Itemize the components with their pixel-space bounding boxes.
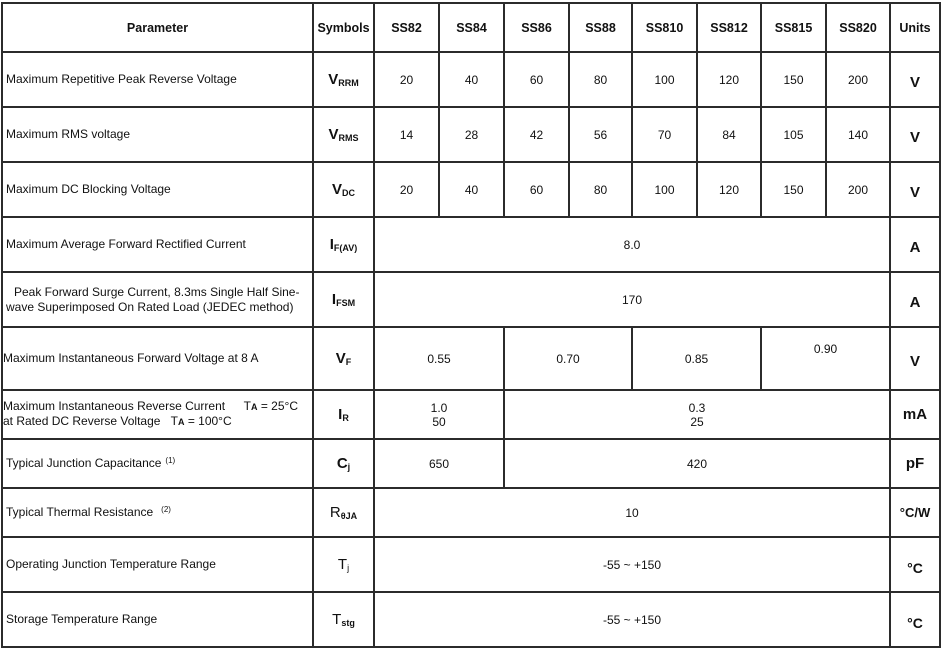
symbol: VRRM xyxy=(312,51,375,108)
value: 0.70 xyxy=(503,326,633,391)
value: 28 xyxy=(438,106,505,163)
header-parameter: Parameter xyxy=(1,2,314,53)
value: 120 xyxy=(696,161,762,218)
symbol: IR xyxy=(312,389,375,440)
symbol: IF(AV) xyxy=(312,216,375,273)
header-model: SS84 xyxy=(438,2,505,53)
value: 8.0 xyxy=(373,216,891,273)
parameter: Typical Thermal Resistance (2) xyxy=(1,487,314,538)
table-row: Maximum RMS voltage VRMS 14 28 42 56 70 … xyxy=(1,106,941,163)
symbol: Cj xyxy=(312,438,375,489)
table-row: Peak Forward Surge Current, 8.3ms Single… xyxy=(1,271,941,328)
symbol: Tstg xyxy=(312,591,375,648)
parameter: Storage Temperature Range xyxy=(1,591,314,648)
value: -55 ~ +150 xyxy=(373,591,891,648)
value: 200 xyxy=(825,51,891,108)
value-group: 1.0 50 xyxy=(373,389,505,440)
table-row: Typical Thermal Resistance (2) RθJA 10 °C… xyxy=(1,487,941,538)
unit: A xyxy=(889,216,941,273)
parameter: Maximum RMS voltage xyxy=(1,106,314,163)
header-model: SS86 xyxy=(503,2,570,53)
header-model: SS810 xyxy=(631,2,698,53)
header-model: SS815 xyxy=(760,2,827,53)
parameter: Operating Junction Temperature Range xyxy=(1,536,314,593)
table-row: Maximum Average Forward Rectified Curren… xyxy=(1,216,941,273)
header-row: Parameter Symbols SS82 SS84 SS86 SS88 SS… xyxy=(1,2,941,53)
value: 0.90 xyxy=(760,326,891,391)
table-row: Maximum Instantaneous Forward Voltage at… xyxy=(1,326,941,391)
value: 70 xyxy=(631,106,698,163)
symbol: IFSM xyxy=(312,271,375,328)
value: 56 xyxy=(568,106,633,163)
parameter: TA = 25°C Maximum Instantaneous Reverse C… xyxy=(1,389,314,440)
value: 105 xyxy=(760,106,827,163)
value: 150 xyxy=(760,161,827,218)
value: 120 xyxy=(696,51,762,108)
parameter: Maximum DC Blocking Voltage xyxy=(1,161,314,218)
header-model: SS820 xyxy=(825,2,891,53)
table-row: Maximum Repetitive Peak Reverse Voltage … xyxy=(1,51,941,108)
condition-100c: TA = 100°C xyxy=(170,414,232,428)
header-model: SS88 xyxy=(568,2,633,53)
value: 80 xyxy=(568,161,633,218)
value: 80 xyxy=(568,51,633,108)
header-symbols: Symbols xyxy=(312,2,375,53)
unit: A xyxy=(889,271,941,328)
parameter: Maximum Instantaneous Forward Voltage at… xyxy=(1,326,314,391)
unit: V xyxy=(889,161,941,218)
parameter: Maximum Average Forward Rectified Curren… xyxy=(1,216,314,273)
value: 650 xyxy=(373,438,505,489)
table-row: TA = 25°C Maximum Instantaneous Reverse C… xyxy=(1,389,941,440)
value: 100 xyxy=(631,161,698,218)
symbol: VDC xyxy=(312,161,375,218)
value: 60 xyxy=(503,161,570,218)
value: 0.85 xyxy=(631,326,762,391)
table-row: Storage Temperature Range Tstg -55 ~ +15… xyxy=(1,591,941,648)
value: -55 ~ +150 xyxy=(373,536,891,593)
value: 0.55 xyxy=(373,326,505,391)
value: 84 xyxy=(696,106,762,163)
value: 170 xyxy=(373,271,891,328)
value: 40 xyxy=(438,161,505,218)
value: 140 xyxy=(825,106,891,163)
unit: mA xyxy=(889,389,941,440)
parameter: Typical Junction Capacitance (1) xyxy=(1,438,314,489)
value: 20 xyxy=(373,51,440,108)
unit: °C xyxy=(889,536,941,593)
unit: °C xyxy=(889,591,941,648)
value: 20 xyxy=(373,161,440,218)
condition-25c: TA = 25°C xyxy=(243,399,298,413)
value: 60 xyxy=(503,51,570,108)
value: 100 xyxy=(631,51,698,108)
unit: °C/W xyxy=(889,487,941,538)
parameter: Maximum Repetitive Peak Reverse Voltage xyxy=(1,51,314,108)
value: 150 xyxy=(760,51,827,108)
unit: V xyxy=(889,326,941,391)
symbol: RθJA xyxy=(312,487,375,538)
header-model: SS812 xyxy=(696,2,762,53)
unit: V xyxy=(889,51,941,108)
unit: V xyxy=(889,106,941,163)
value-group: 0.3 25 xyxy=(503,389,891,440)
table-row: Typical Junction Capacitance (1) Cj 650 4… xyxy=(1,438,941,489)
value: 14 xyxy=(373,106,440,163)
unit: pF xyxy=(889,438,941,489)
table-row: Operating Junction Temperature Range Tj … xyxy=(1,536,941,593)
value: 40 xyxy=(438,51,505,108)
symbol: Tj xyxy=(312,536,375,593)
value: 200 xyxy=(825,161,891,218)
header-model: SS82 xyxy=(373,2,440,53)
value: 42 xyxy=(503,106,570,163)
parameter: Peak Forward Surge Current, 8.3ms Single… xyxy=(1,271,314,328)
header-units: Units xyxy=(889,2,941,53)
symbol: VF xyxy=(312,326,375,391)
value: 10 xyxy=(373,487,891,538)
value: 420 xyxy=(503,438,891,489)
symbol: VRMS xyxy=(312,106,375,163)
table-row: Maximum DC Blocking Voltage VDC 20 40 60… xyxy=(1,161,941,218)
